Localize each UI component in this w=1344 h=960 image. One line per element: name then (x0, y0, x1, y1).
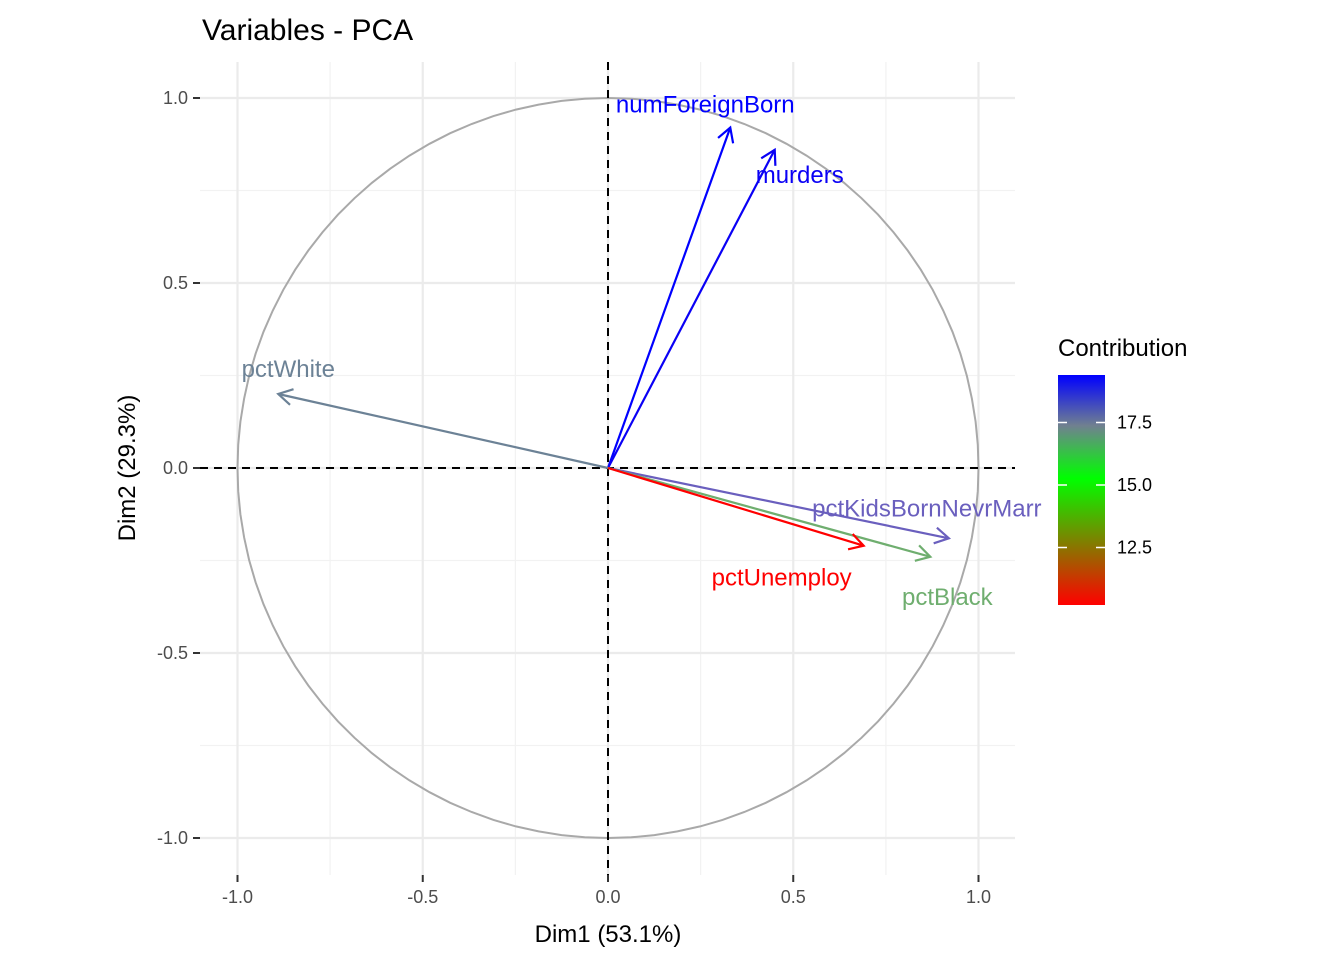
label-pctKidsBornNevrMarr: pctKidsBornNevrMarr (812, 495, 1041, 522)
y-axis-ticks: -1.0 -0.5 0.0 0.5 1.0 (157, 88, 200, 848)
label-pctWhite: pctWhite (242, 356, 335, 383)
arrow-pctWhite (278, 392, 609, 470)
arrow-murders (607, 149, 776, 469)
arrowhead-pctKidsBornNevrMarr (933, 526, 952, 545)
x-tick-label: -1.0 (222, 887, 253, 907)
x-axis-ticks: -1.0 -0.5 0.0 0.5 1.0 (222, 875, 991, 907)
y-tick-label: -1.0 (157, 828, 188, 848)
arrow-pctBlack (607, 466, 931, 558)
x-tick-label: 1.0 (966, 887, 991, 907)
legend-ticks: 12.5 15.0 17.5 (1058, 413, 1152, 558)
y-tick-label: 0.0 (163, 458, 188, 478)
arrow-pctUnemploy (607, 466, 864, 547)
variable-labels: numForeignBorn murders pctWhite pctKidsBorn… (242, 92, 1042, 611)
y-axis-title: Dim2 (29.3%) (114, 395, 141, 542)
y-tick-label: 0.5 (163, 273, 188, 293)
correlation-circle-layer (236, 96, 980, 840)
variable-arrows (276, 125, 952, 562)
legend-tick-label: 17.5 (1117, 413, 1152, 433)
chart-title: Variables - PCA (202, 14, 413, 47)
y-tick-label: 1.0 (163, 88, 188, 108)
label-murders: murders (756, 162, 844, 189)
y-tick-label: -0.5 (157, 643, 188, 663)
label-pctUnemploy: pctUnemploy (712, 565, 852, 592)
arrowhead-pctWhite (276, 388, 294, 406)
legend-title: Contribution (1058, 335, 1187, 362)
x-axis-title: Dim1 (53.1%) (535, 921, 682, 948)
correlation-circle (236, 96, 980, 840)
legend-tick-label: 15.0 (1117, 475, 1152, 495)
arrow-pctKidsBornNevrMarr (607, 466, 950, 540)
label-pctBlack: pctBlack (902, 584, 994, 611)
arrowhead-pctBlack (914, 544, 933, 562)
label-numForeignBorn: numForeignBorn (616, 92, 795, 119)
x-tick-label: 0.0 (595, 887, 620, 907)
x-tick-label: 0.5 (781, 887, 806, 907)
legend-color-bar (1058, 375, 1105, 605)
x-tick-label: -0.5 (407, 887, 438, 907)
arrowhead-pctUnemploy (847, 533, 866, 551)
arrowhead-numForeignBorn (717, 125, 735, 144)
arrowhead-murders (760, 147, 777, 166)
arrow-numForeignBorn (606, 127, 732, 469)
contribution-legend: Contribution 12.5 15.0 17.5 (1058, 335, 1187, 605)
legend-tick-label: 12.5 (1117, 538, 1152, 558)
